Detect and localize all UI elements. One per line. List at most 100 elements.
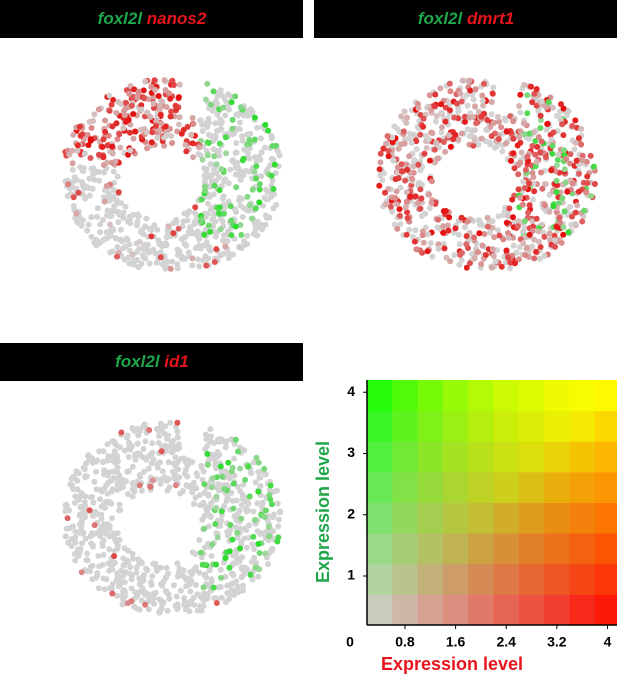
cell-dot — [216, 451, 223, 458]
cell-dot — [204, 80, 211, 87]
cell-dot — [98, 511, 105, 518]
cell-dot — [389, 134, 396, 141]
cell-dot — [217, 463, 224, 470]
legend-cell — [392, 380, 419, 412]
legend-cell — [594, 441, 617, 473]
cell-dot — [124, 600, 131, 607]
cell-dot — [532, 138, 539, 144]
cell-dot — [463, 264, 470, 271]
cell-dot — [74, 486, 81, 493]
cell-dot — [195, 151, 202, 158]
cell-dot — [458, 130, 465, 137]
cell-dot — [191, 209, 198, 216]
cell-dot — [434, 155, 441, 162]
cell-dot — [112, 208, 119, 215]
cell-dot — [217, 566, 224, 573]
cell-dot — [151, 222, 158, 229]
cell-dot — [437, 85, 444, 92]
cell-dot — [118, 238, 125, 245]
cell-dot — [587, 152, 594, 159]
cell-dot — [237, 545, 243, 552]
cell-dot — [463, 92, 470, 98]
legend-cell — [442, 471, 469, 503]
cell-dot — [503, 140, 509, 147]
cell-dot — [447, 88, 454, 95]
cell-dot — [154, 226, 161, 233]
cell-dot — [255, 573, 262, 580]
cell-dot — [406, 153, 413, 160]
cell-dot — [447, 258, 454, 265]
cell-dot — [127, 121, 134, 128]
cell-dot — [201, 183, 208, 190]
cell-dot — [70, 473, 77, 480]
cell-dot — [139, 252, 146, 259]
cell-dot — [222, 444, 229, 451]
cell-dot — [490, 84, 497, 91]
cell-dot — [530, 180, 537, 187]
cell-dot — [232, 171, 239, 178]
cell-dot — [96, 448, 103, 455]
legend-cell — [442, 594, 469, 626]
cell-dot — [116, 507, 122, 514]
cell-dot — [85, 142, 92, 149]
cell-dot — [202, 544, 208, 551]
cell-dot — [240, 587, 247, 594]
legend-cell — [367, 594, 393, 626]
cell-dot — [376, 182, 383, 189]
cell-dot — [106, 567, 113, 574]
cell-dot — [174, 434, 181, 441]
cell-dot — [103, 482, 110, 489]
cell-dot — [265, 523, 272, 530]
cell-dot — [261, 465, 268, 472]
gene-green: foxl2l — [418, 9, 464, 28]
cell-dot — [382, 201, 389, 208]
cell-dot — [149, 573, 156, 580]
cell-dot — [237, 104, 244, 111]
cell-dot — [473, 120, 480, 127]
legend-cell — [544, 594, 570, 626]
cell-dot — [404, 166, 411, 173]
cell-dot — [135, 88, 142, 95]
cell-dot — [265, 127, 272, 134]
cell-dot — [476, 230, 483, 237]
cell-dot — [70, 203, 77, 209]
cell-dot — [498, 124, 505, 131]
cell-dot — [138, 487, 145, 494]
cell-dot — [442, 148, 449, 155]
cell-dot — [145, 453, 152, 460]
cell-dot — [415, 180, 422, 187]
cell-dot — [213, 177, 220, 184]
cell-dot — [104, 142, 111, 149]
cell-dot — [87, 137, 94, 144]
gene-green: foxl2l — [98, 9, 144, 28]
cell-dot — [471, 127, 478, 134]
cell-dot — [396, 206, 403, 213]
cell-dot — [118, 200, 125, 207]
legend-cell — [569, 502, 596, 534]
cell-dot — [92, 510, 99, 517]
cell-dot — [141, 421, 148, 428]
cell-dot — [218, 517, 225, 524]
cell-dot — [106, 221, 113, 228]
cell-dot — [561, 147, 568, 154]
cell-dot — [73, 468, 80, 475]
cell-dot — [229, 131, 236, 138]
legend-cell — [417, 441, 444, 473]
cell-dot — [385, 153, 392, 160]
cell-dot — [489, 246, 496, 253]
cell-dot — [477, 221, 483, 228]
cell-dot — [242, 476, 249, 483]
cell-dot — [127, 147, 134, 154]
cell-dot — [433, 139, 440, 146]
cell-dot — [141, 246, 148, 253]
cell-dot — [225, 459, 232, 466]
cell-dot — [514, 142, 521, 149]
cell-dot — [101, 198, 108, 205]
cell-dot — [199, 121, 206, 128]
cell-dot — [401, 108, 408, 115]
cell-dot — [217, 226, 224, 233]
cell-dot — [132, 456, 139, 463]
cell-dot — [62, 533, 69, 540]
cell-dot — [550, 129, 557, 136]
cell-dot — [548, 167, 555, 174]
